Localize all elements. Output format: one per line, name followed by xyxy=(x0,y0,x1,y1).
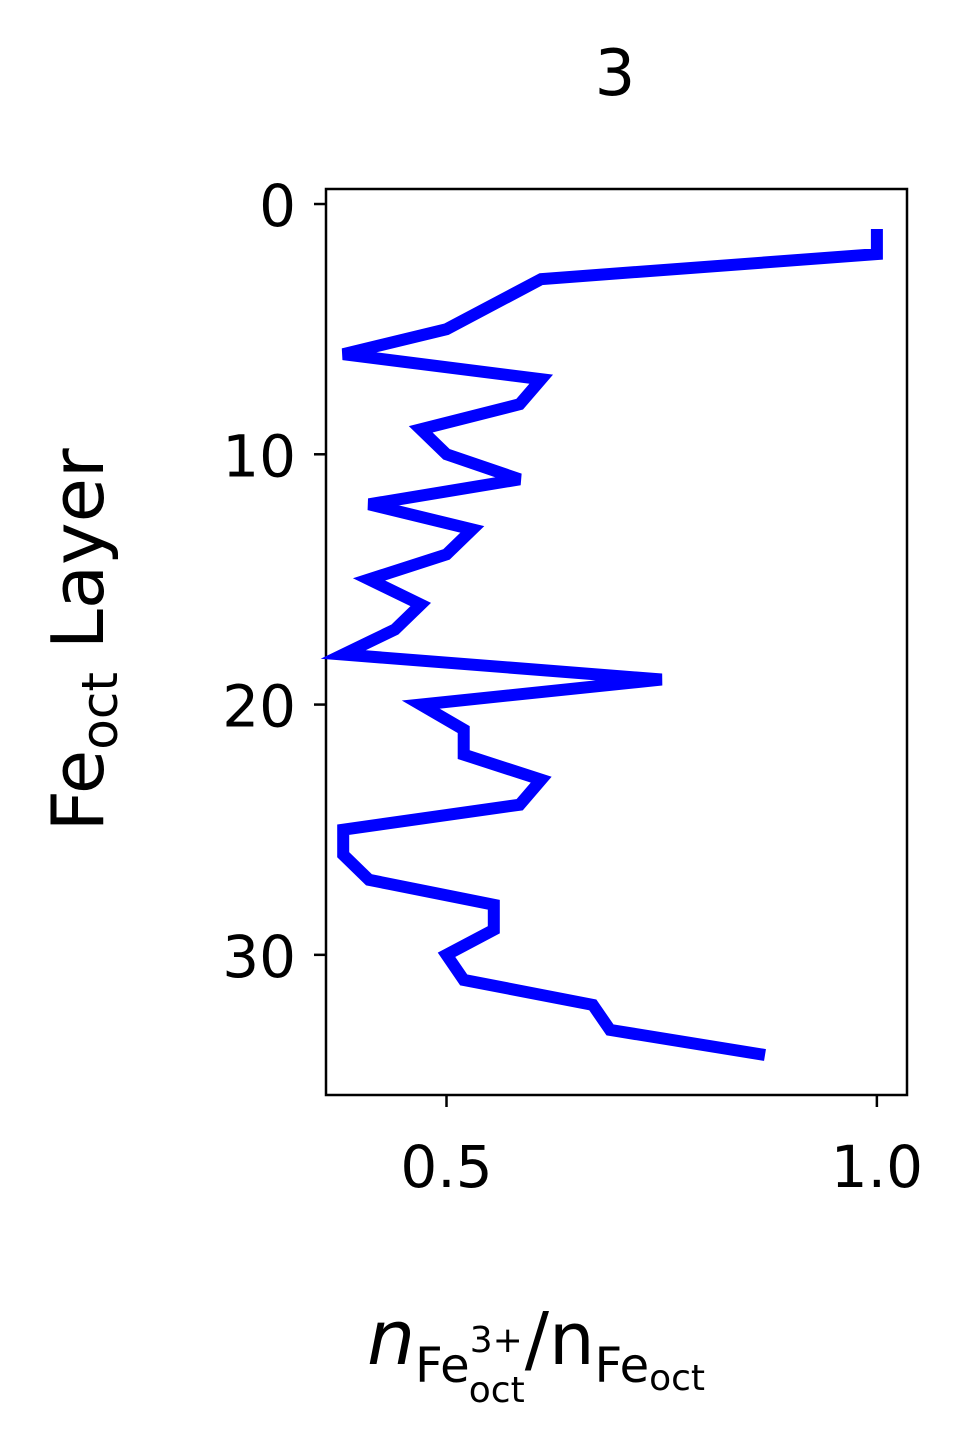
x-axis-label-num-sup: 3+ xyxy=(470,1320,523,1361)
x-axis-label-den-sub: oct xyxy=(649,1358,705,1399)
y-axis-label-sub: oct xyxy=(71,672,129,750)
y-axis-label: Feoct Layer xyxy=(36,448,129,831)
y-axis-label-rest: Layer xyxy=(36,448,120,672)
y-ticks: 0 10 20 30 xyxy=(222,172,326,991)
series-line xyxy=(320,229,883,1061)
x-axis-label-den-base: Fe xyxy=(595,1338,650,1394)
y-axis-label-base: Fe xyxy=(36,750,120,832)
x-axis-label-num-sub: oct xyxy=(469,1370,525,1411)
y-tick-label: 30 xyxy=(222,923,296,991)
y-tick-label: 0 xyxy=(259,172,296,240)
chart-title: 3 xyxy=(595,37,636,111)
x-axis-label-n: n xyxy=(367,1293,415,1382)
y-tick-label: 10 xyxy=(222,422,296,490)
x-tick-label: 0.5 xyxy=(400,1133,492,1201)
x-axis-label-slash: /n xyxy=(525,1297,595,1381)
plot-area xyxy=(324,187,909,1097)
x-tick-label: 1.0 xyxy=(831,1133,923,1201)
x-axis-label: nFe3+ oct/nFeoct xyxy=(367,1293,705,1411)
y-tick-label: 20 xyxy=(222,673,296,741)
x-ticks: 0.5 1.0 xyxy=(400,1095,923,1201)
x-axis-label-num-base: Fe xyxy=(415,1338,470,1394)
